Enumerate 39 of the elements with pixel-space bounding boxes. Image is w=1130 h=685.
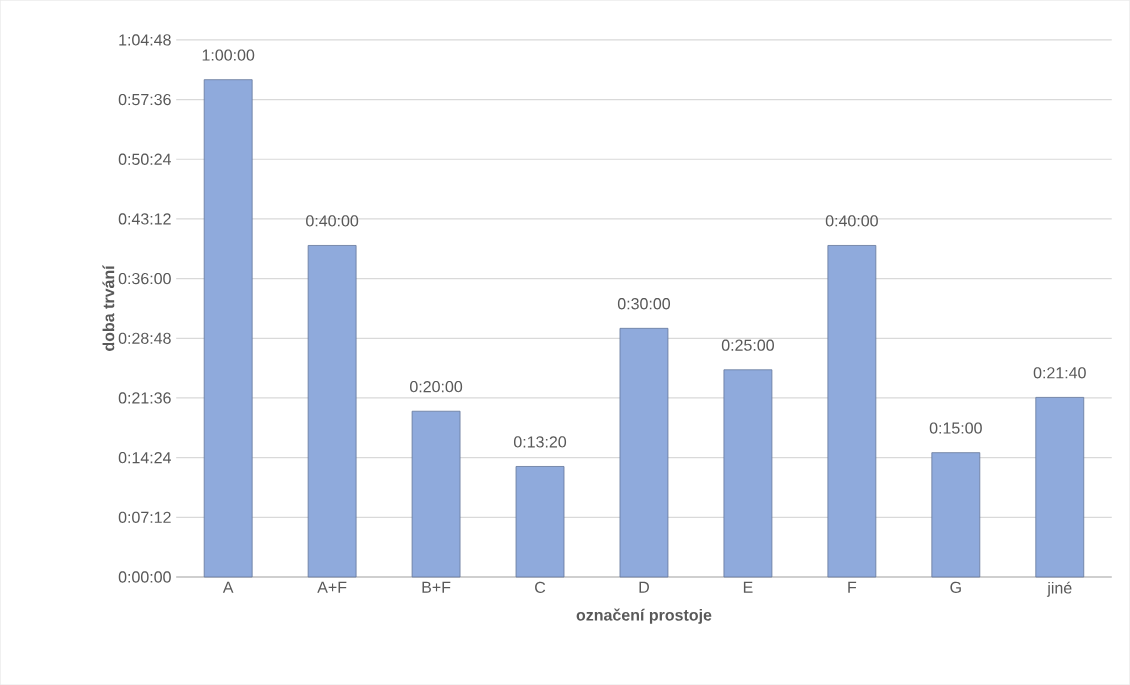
y-tick-label: 0:21:36 — [118, 392, 171, 404]
y-tick-label: 0:14:24 — [118, 451, 172, 464]
y-tick-label: 0:36:00 — [118, 272, 171, 285]
x-tick-label: G — [950, 581, 961, 593]
y-tick-label: 0:50:24 — [118, 153, 172, 165]
x-tick-label: C — [535, 581, 546, 593]
data-label: 0:25:00 — [721, 339, 774, 351]
x-tick-label: F — [848, 581, 857, 593]
bar — [411, 410, 461, 578]
bar — [723, 369, 773, 578]
x-tick-label: E — [743, 581, 753, 593]
y-tick-label: 0:28:48 — [118, 332, 171, 344]
data-label: 0:15:00 — [929, 422, 982, 434]
data-label: 0:40:00 — [825, 215, 878, 227]
y-axis-title: doba trvání — [102, 264, 115, 351]
y-tick-label: 0:07:12 — [118, 511, 171, 523]
x-axis-title: označení prostoje — [576, 608, 712, 624]
bar — [827, 244, 877, 578]
data-label: 0:13:20 — [513, 436, 567, 448]
bar — [515, 465, 565, 578]
y-tick-label: 0:43:12 — [118, 213, 171, 225]
bar — [931, 452, 981, 578]
data-label: 0:30:00 — [617, 298, 671, 310]
bar — [203, 79, 253, 578]
bar — [619, 327, 669, 578]
data-label: 1:00:00 — [202, 49, 255, 61]
y-tick-label: 1:04:48 — [119, 34, 171, 46]
x-tick-label: D — [639, 581, 649, 593]
x-tick-label: B+F — [422, 581, 451, 593]
data-label: 0:21:40 — [1033, 367, 1086, 379]
data-label: 0:40:00 — [306, 215, 359, 227]
bar — [307, 244, 357, 578]
x-tick-label: jiné — [1046, 581, 1072, 597]
bar — [1035, 396, 1085, 578]
y-tick-label: 0:57:36 — [118, 93, 171, 106]
x-tick-label: A+F — [317, 581, 347, 593]
x-tick-label: A — [222, 581, 234, 593]
y-tick-label: 0:00:00 — [118, 571, 171, 583]
data-label: 0:20:00 — [410, 380, 463, 393]
